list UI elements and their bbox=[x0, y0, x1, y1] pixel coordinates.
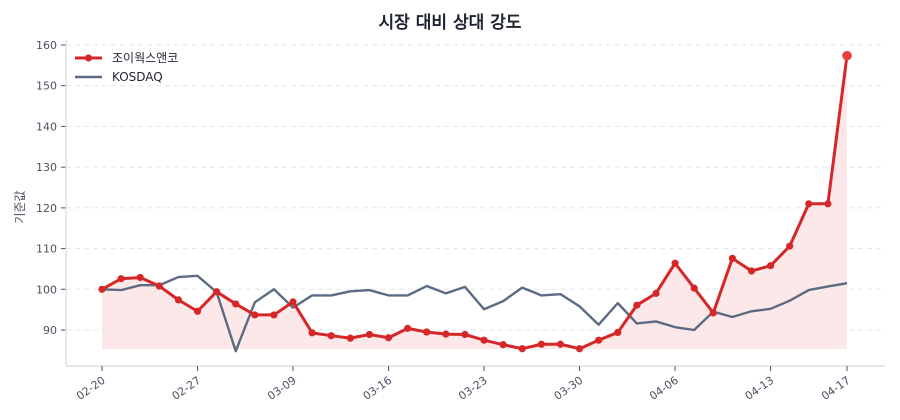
x-tick-label: 03-30 bbox=[552, 374, 586, 403]
data-point bbox=[404, 324, 412, 332]
data-point bbox=[575, 345, 584, 353]
x-tick-label: 04-13 bbox=[743, 374, 777, 403]
y-tick-label: 150 bbox=[36, 80, 57, 93]
x-tick-label: 03-09 bbox=[265, 374, 299, 403]
data-point bbox=[518, 345, 526, 353]
data-point bbox=[251, 311, 259, 319]
data-point bbox=[556, 340, 565, 348]
data-point bbox=[766, 262, 775, 270]
y-tick-label: 100 bbox=[36, 283, 57, 296]
x-tick-label: 04-06 bbox=[647, 374, 681, 403]
data-point bbox=[537, 340, 545, 348]
data-point bbox=[423, 328, 431, 336]
data-point bbox=[327, 332, 335, 340]
data-point bbox=[728, 254, 736, 262]
data-point bbox=[308, 329, 316, 337]
y-tick-label: 160 bbox=[36, 39, 57, 52]
data-point bbox=[652, 289, 660, 297]
y-tick-label: 120 bbox=[36, 202, 57, 215]
y-axis-label: 기준값 bbox=[13, 190, 27, 223]
data-point bbox=[805, 200, 813, 208]
data-point bbox=[480, 336, 488, 344]
gridlines bbox=[66, 44, 885, 331]
data-point bbox=[633, 301, 641, 309]
data-point bbox=[98, 285, 106, 293]
data-point bbox=[193, 307, 202, 315]
data-point bbox=[365, 330, 374, 339]
y-tick-label: 140 bbox=[36, 120, 57, 133]
x-tick-label: 03-16 bbox=[361, 374, 395, 403]
data-point bbox=[270, 311, 278, 319]
y-tick-label: 110 bbox=[36, 243, 57, 256]
data-point bbox=[786, 242, 794, 250]
data-point bbox=[174, 296, 183, 304]
data-point bbox=[213, 288, 221, 296]
data-point bbox=[842, 50, 852, 61]
data-point bbox=[747, 267, 756, 275]
legend-label: KOSDAQ bbox=[112, 70, 163, 84]
data-point bbox=[709, 309, 717, 317]
series-line bbox=[101, 274, 848, 353]
x-tick-label: 03-23 bbox=[456, 374, 490, 403]
legend-marker bbox=[84, 54, 93, 62]
x-tick-label: 02-20 bbox=[74, 374, 108, 403]
data-point bbox=[155, 282, 163, 290]
data-point bbox=[499, 341, 507, 349]
series-line bbox=[101, 55, 849, 351]
data-point bbox=[824, 200, 832, 208]
y-tick-label: 130 bbox=[36, 161, 57, 174]
data-point bbox=[671, 259, 679, 267]
x-tick-label: 02-27 bbox=[170, 374, 204, 403]
data-point bbox=[384, 334, 393, 342]
legend-label: 조이웍스앤코 bbox=[112, 51, 178, 65]
y-tick-label: 90 bbox=[43, 324, 57, 337]
data-point bbox=[690, 284, 698, 292]
fill-area bbox=[102, 55, 847, 350]
data-point bbox=[595, 336, 603, 344]
data-point bbox=[289, 298, 297, 306]
area-fill bbox=[102, 55, 847, 350]
chart-title: 시장 대비 상대 강도 bbox=[379, 13, 522, 33]
data-point bbox=[461, 330, 469, 339]
data-point bbox=[232, 300, 240, 308]
x-tick-label: 04-17 bbox=[819, 374, 853, 403]
data-point bbox=[614, 328, 622, 337]
legend: 조이웍스앤코 KOSDAQ bbox=[75, 51, 178, 84]
data-point bbox=[346, 334, 354, 342]
data-point bbox=[117, 275, 125, 283]
series-lines bbox=[98, 50, 852, 353]
data-point bbox=[442, 330, 450, 338]
data-point bbox=[136, 273, 144, 282]
